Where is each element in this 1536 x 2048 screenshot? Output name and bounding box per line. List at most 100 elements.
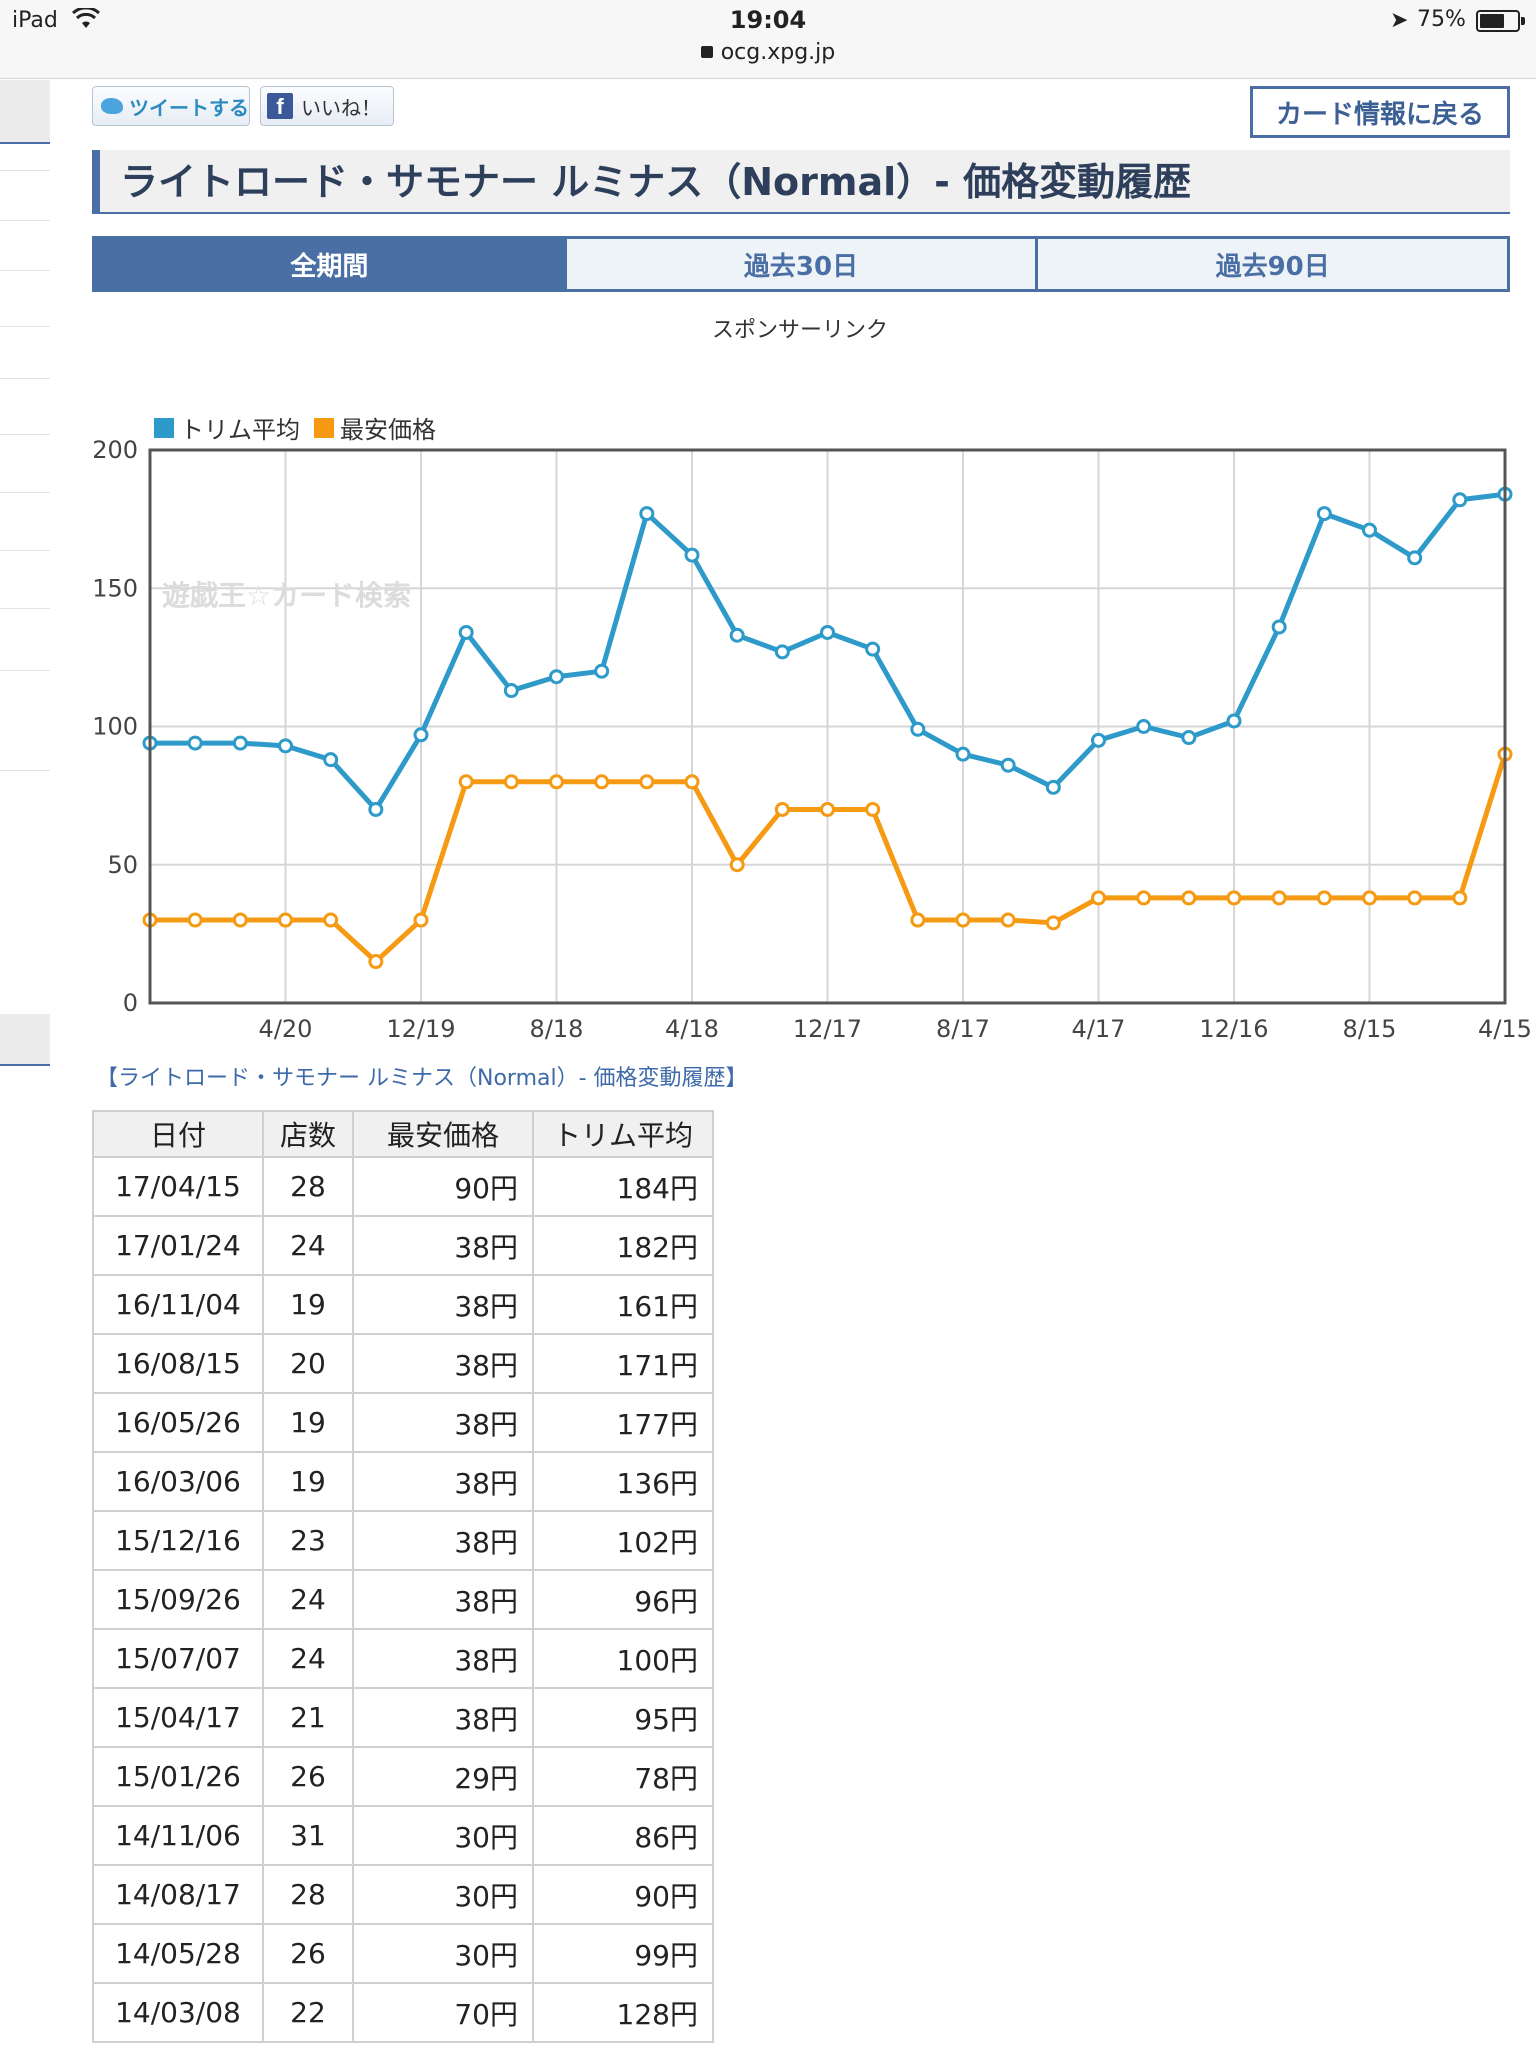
cell-shops: 19: [262, 1451, 354, 1512]
address-bar[interactable]: ocg.xpg.jp: [0, 40, 1536, 65]
sidebar-item[interactable]: [0, 1014, 50, 1066]
cell-trim-average: 177円: [532, 1392, 714, 1453]
data-point-trim-average[interactable]: [549, 669, 564, 685]
data-point-trim-average[interactable]: [774, 644, 790, 660]
cell-lowest-price: 29円: [352, 1746, 534, 1807]
data-point-lowest-price[interactable]: [1407, 890, 1423, 906]
x-tick-label: 4/17: [1072, 1015, 1126, 1043]
data-point-trim-average[interactable]: [955, 746, 971, 762]
data-point-trim-average[interactable]: [458, 624, 474, 640]
data-point-trim-average[interactable]: [187, 735, 203, 751]
data-point-lowest-price[interactable]: [1000, 912, 1016, 928]
x-tick-label: 12/19: [386, 1015, 455, 1043]
data-point-lowest-price[interactable]: [594, 774, 610, 790]
data-point-lowest-price[interactable]: [278, 912, 293, 928]
data-point-trim-average[interactable]: [1226, 713, 1242, 729]
data-point-trim-average[interactable]: [1091, 732, 1106, 748]
cell-trim-average: 128円: [532, 1982, 714, 2043]
data-point-trim-average[interactable]: [1136, 719, 1152, 734]
cell-shops: 24: [262, 1569, 354, 1630]
data-point-lowest-price[interactable]: [1452, 890, 1468, 906]
cell-lowest-price: 38円: [352, 1333, 534, 1394]
data-point-lowest-price[interactable]: [187, 912, 203, 928]
data-point-trim-average[interactable]: [1452, 492, 1468, 508]
data-point-lowest-price[interactable]: [639, 774, 655, 790]
data-point-lowest-price[interactable]: [955, 912, 971, 928]
back-to-card-button[interactable]: カード情報に戻る: [1250, 86, 1510, 138]
data-point-trim-average[interactable]: [639, 506, 655, 522]
data-point-lowest-price[interactable]: [820, 801, 835, 817]
data-point-trim-average[interactable]: [1271, 619, 1287, 635]
data-point-trim-average[interactable]: [594, 663, 610, 679]
cell-date: 14/05/28: [92, 1923, 264, 1984]
data-point-trim-average[interactable]: [278, 738, 293, 754]
data-point-trim-average[interactable]: [729, 627, 745, 643]
table-row: 16/08/15 20 38円 171円: [92, 1333, 714, 1394]
cell-lowest-price: 70円: [352, 1982, 534, 2043]
data-point-trim-average[interactable]: [820, 624, 835, 640]
legend-swatch-trim-average: [154, 418, 174, 438]
data-point-trim-average[interactable]: [232, 735, 248, 751]
data-point-lowest-price[interactable]: [729, 857, 745, 873]
cell-shops: 31: [262, 1805, 354, 1866]
table-row: 16/05/26 19 38円 177円: [92, 1392, 714, 1453]
data-point-lowest-price[interactable]: [910, 912, 926, 928]
data-point-lowest-price[interactable]: [1226, 890, 1242, 906]
data-point-trim-average[interactable]: [1000, 757, 1016, 773]
cell-shops: 19: [262, 1274, 354, 1335]
cell-trim-average: 184円: [532, 1156, 714, 1217]
data-point-lowest-price[interactable]: [1316, 890, 1332, 906]
data-point-trim-average[interactable]: [1362, 522, 1377, 538]
data-point-lowest-price[interactable]: [684, 774, 700, 790]
data-point-trim-average[interactable]: [413, 727, 429, 743]
cell-date: 16/08/15: [92, 1333, 264, 1394]
data-point-lowest-price[interactable]: [232, 912, 248, 928]
chart-series: [142, 486, 1513, 970]
table-row: 17/04/15 28 90円 184円: [92, 1156, 714, 1217]
data-point-lowest-price[interactable]: [774, 801, 790, 817]
data-point-lowest-price[interactable]: [1181, 890, 1197, 906]
data-point-lowest-price[interactable]: [1091, 890, 1106, 906]
data-point-lowest-price[interactable]: [1136, 890, 1152, 906]
cell-trim-average: 96円: [532, 1569, 714, 1630]
sidebar-item[interactable]: [0, 80, 50, 144]
price-history-link[interactable]: 【ライトロード・サモナー ルミナス（Normal）- 価格変動履歴】: [96, 1066, 748, 1091]
data-point-trim-average[interactable]: [323, 752, 339, 768]
data-point-lowest-price[interactable]: [323, 912, 339, 928]
cell-date: 17/01/24: [92, 1215, 264, 1276]
twitter-bird-icon: [101, 98, 123, 114]
data-point-lowest-price[interactable]: [865, 801, 881, 817]
tweet-button[interactable]: ツイートする: [92, 86, 250, 126]
data-point-trim-average[interactable]: [368, 801, 384, 817]
data-point-trim-average[interactable]: [910, 721, 926, 737]
period-tabs: 全期間 過去30日 過去90日: [92, 236, 1511, 292]
cell-lowest-price: 38円: [352, 1628, 534, 1689]
data-point-trim-average[interactable]: [503, 683, 519, 699]
data-point-lowest-price[interactable]: [1362, 890, 1377, 906]
tab-past-30-days[interactable]: 過去30日: [566, 236, 1039, 292]
data-point-trim-average[interactable]: [1045, 779, 1061, 795]
data-point-trim-average[interactable]: [1181, 730, 1197, 746]
cell-shops: 19: [262, 1392, 354, 1453]
x-tick-label: 12/16: [1199, 1015, 1268, 1043]
facebook-like-button[interactable]: f いいね！: [260, 86, 394, 126]
data-point-trim-average[interactable]: [1316, 506, 1332, 522]
data-point-lowest-price[interactable]: [413, 912, 429, 928]
like-label: いいね！: [301, 95, 381, 120]
table-row: 16/11/04 19 38円 161円: [92, 1274, 714, 1335]
data-point-lowest-price[interactable]: [458, 774, 474, 790]
tab-past-90-days[interactable]: 過去90日: [1038, 236, 1511, 292]
cell-date: 15/04/17: [92, 1687, 264, 1748]
tweet-label: ツイートする: [129, 95, 249, 120]
data-point-trim-average[interactable]: [684, 547, 700, 563]
clock: 19:04: [729, 6, 807, 34]
data-point-trim-average[interactable]: [1407, 550, 1423, 566]
data-point-lowest-price[interactable]: [503, 774, 519, 790]
data-point-lowest-price[interactable]: [368, 954, 384, 970]
data-point-trim-average[interactable]: [865, 641, 881, 657]
tab-all-period[interactable]: 全期間: [92, 236, 567, 292]
data-point-lowest-price[interactable]: [1045, 915, 1061, 931]
data-point-lowest-price[interactable]: [549, 774, 564, 790]
y-tick-label: 0: [123, 989, 138, 1017]
data-point-lowest-price[interactable]: [1271, 890, 1287, 906]
